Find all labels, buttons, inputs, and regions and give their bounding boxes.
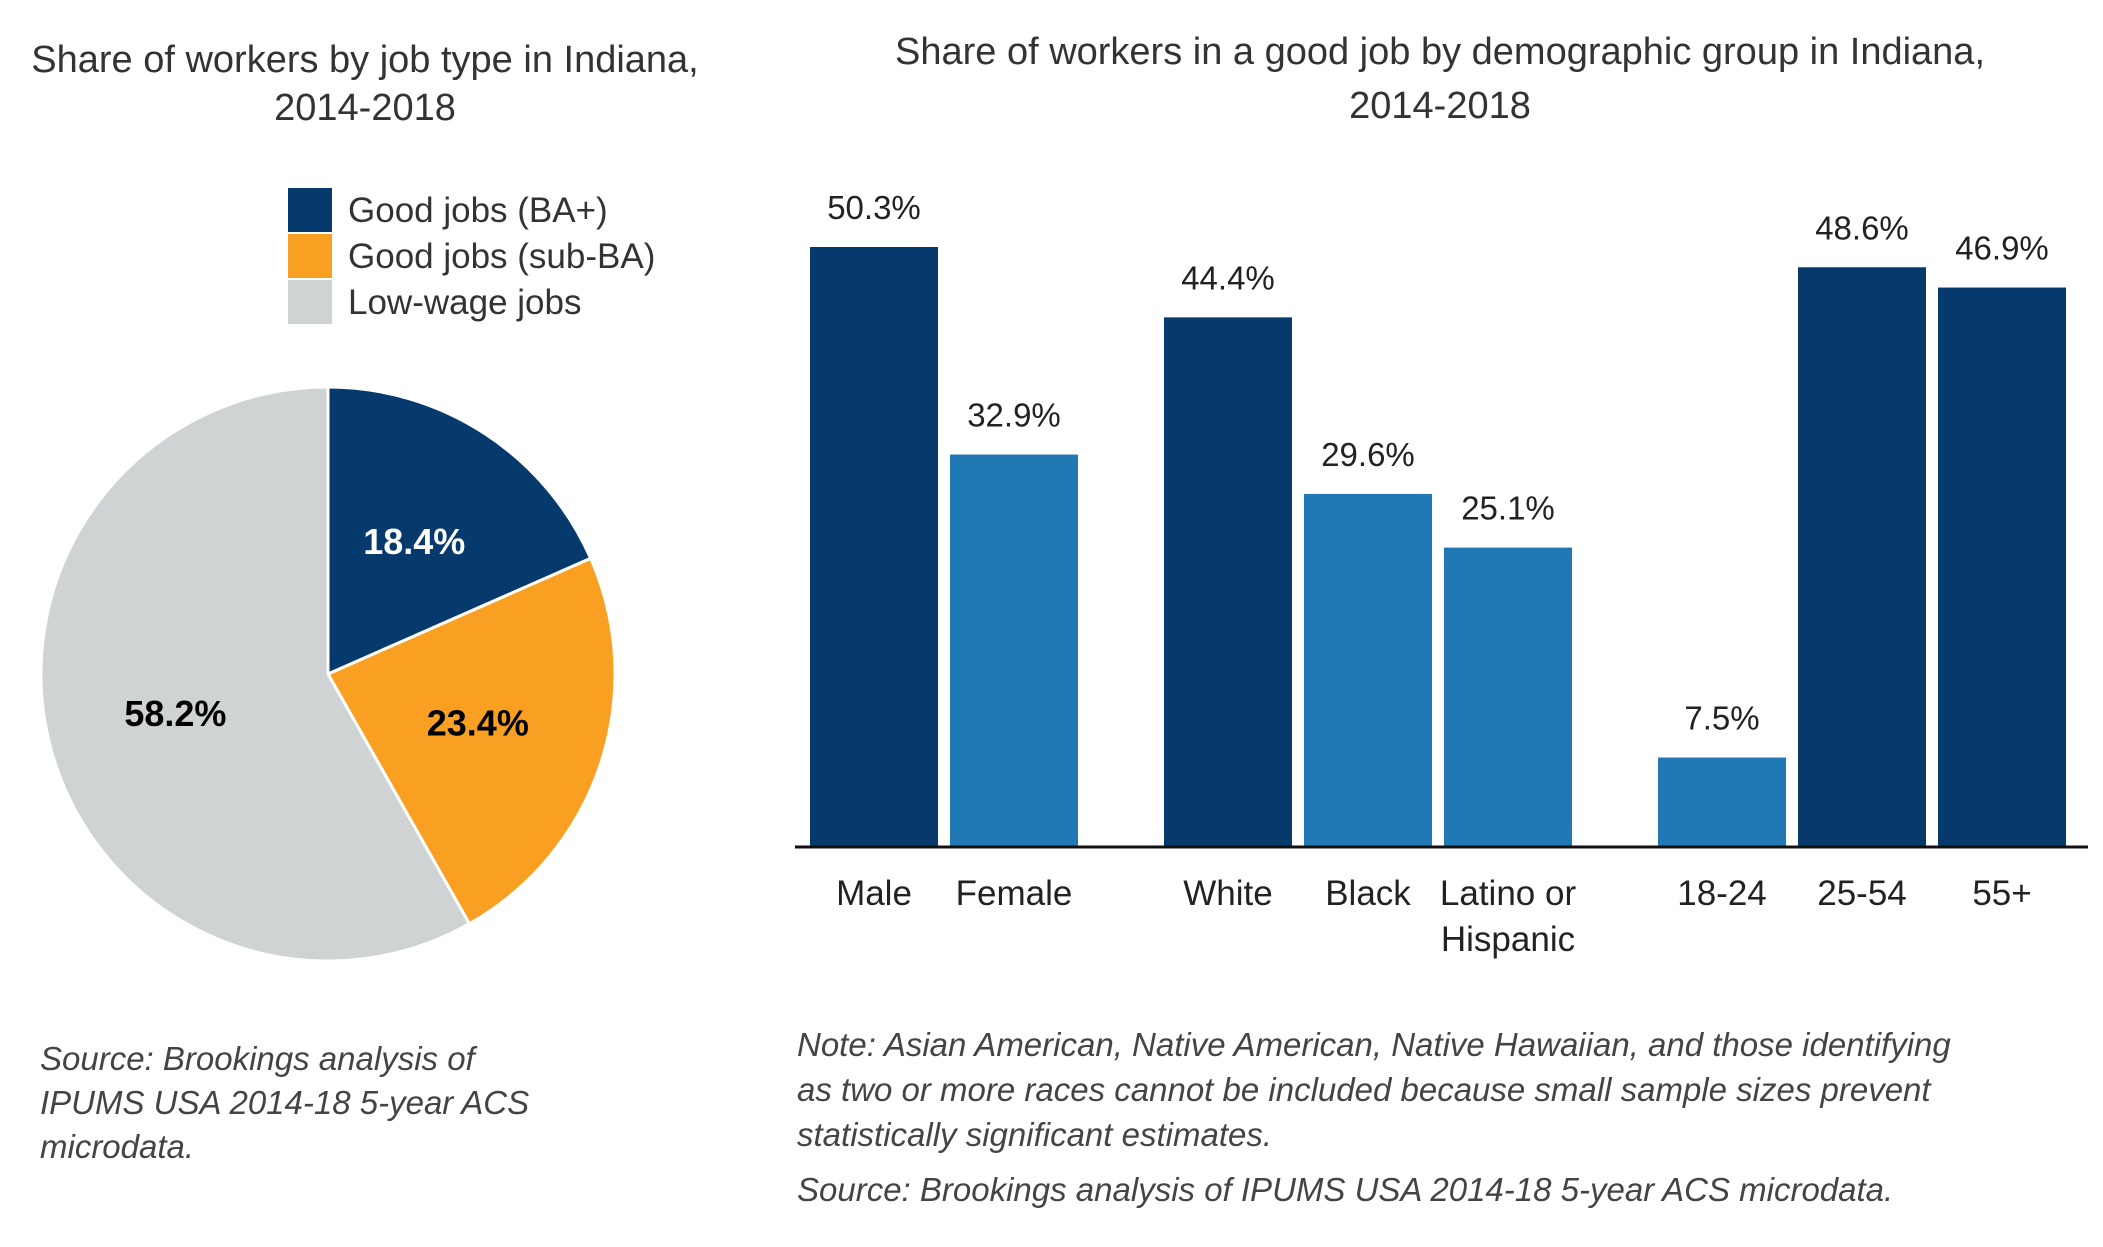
pie-value-label-good-jobs-sub-ba: 23.4%	[427, 703, 529, 744]
pie-slice-good-jobs-sub-ba	[325, 556, 617, 926]
legend-label-good-jobs-ba: Good jobs (BA+)	[348, 191, 608, 230]
pie-value-label-good-jobs-ba: 18.4%	[363, 521, 465, 562]
legend-swatch-good-jobs-sub-ba	[288, 234, 332, 278]
pie-slice-good-jobs-ba	[326, 385, 593, 677]
bar-chart: Share of workers in a good job by demogr…	[795, 31, 2088, 1208]
bar-18-24	[1658, 757, 1786, 847]
pie-title-line-2: 2014-2018	[274, 87, 456, 129]
category-label-55: 55+	[1972, 874, 2031, 913]
bar-note-line-3: statistically significant estimates.	[797, 1116, 1272, 1153]
bar-source: Source: Brookings analysis of IPUMS USA …	[797, 1171, 1893, 1208]
bar-value-label-white: 44.4%	[1181, 259, 1275, 296]
bar-value-label-black: 29.6%	[1321, 436, 1415, 473]
bar-white	[1164, 317, 1292, 847]
bar-black	[1304, 493, 1432, 847]
bar-value-label-latino-or-hispanic: 25.1%	[1461, 490, 1555, 527]
legend-label-good-jobs-sub-ba: Good jobs (sub-BA)	[348, 237, 655, 276]
pie-source-line-1: Source: Brookings analysis of	[40, 1040, 479, 1077]
category-label-18-24: 18-24	[1677, 874, 1767, 913]
legend-label-low-wage-jobs: Low-wage jobs	[348, 283, 581, 322]
bar-55	[1938, 287, 2066, 848]
pie-legend: Good jobs (BA+) Good jobs (sub-BA) Low-wag…	[288, 188, 655, 324]
category-label-latino-or-hispanic-line-1: Latino or	[1440, 874, 1577, 913]
bar-female	[950, 454, 1078, 847]
pie-slice-low-wage-jobs	[39, 385, 472, 963]
bar-title-line-1: Share of workers in a good job by demogr…	[895, 31, 1985, 73]
pie-source-line-2: IPUMS USA 2014-18 5-year ACS	[40, 1084, 529, 1121]
bar-value-label-55: 46.9%	[1955, 230, 2049, 267]
bar-note-line-2: as two or more races cannot be included …	[797, 1071, 1932, 1108]
category-label-female: Female	[956, 874, 1073, 913]
bars: 50.3% Male 32.9% Female 44.4% White 29.6% Black…	[810, 189, 2066, 959]
pie-chart: Share of workers by job type in Indiana,…	[31, 39, 699, 1165]
bar-value-label-male: 50.3%	[827, 189, 921, 226]
pie-value-label-low-wage-jobs: 58.2%	[124, 693, 226, 734]
bar-latino-or-hispanic	[1444, 547, 1572, 847]
bar-value-label-female: 32.9%	[967, 397, 1061, 434]
category-label-male: Male	[836, 874, 912, 913]
legend-swatch-low-wage-jobs	[288, 280, 332, 324]
bar-title-line-2: 2014-2018	[1349, 85, 1531, 127]
legend-swatch-good-jobs-ba	[288, 188, 332, 232]
pie-title-line-1: Share of workers by job type in Indiana,	[31, 39, 699, 81]
category-label-black: Black	[1325, 874, 1411, 913]
bar-25-54	[1798, 267, 1926, 847]
category-label-25-54: 25-54	[1817, 874, 1907, 913]
pie-source-line-3: microdata.	[40, 1128, 194, 1165]
pie-slices: 18.4% 23.4% 58.2%	[39, 385, 617, 963]
bar-value-label-25-54: 48.6%	[1815, 209, 1909, 246]
category-label-white: White	[1183, 874, 1272, 913]
category-label-latino-or-hispanic-line-2: Hispanic	[1441, 920, 1575, 959]
bar-value-label-18-24: 7.5%	[1684, 700, 1759, 737]
bar-male	[810, 247, 938, 847]
bar-note-line-1: Note: Asian American, Native American, N…	[797, 1026, 1951, 1063]
